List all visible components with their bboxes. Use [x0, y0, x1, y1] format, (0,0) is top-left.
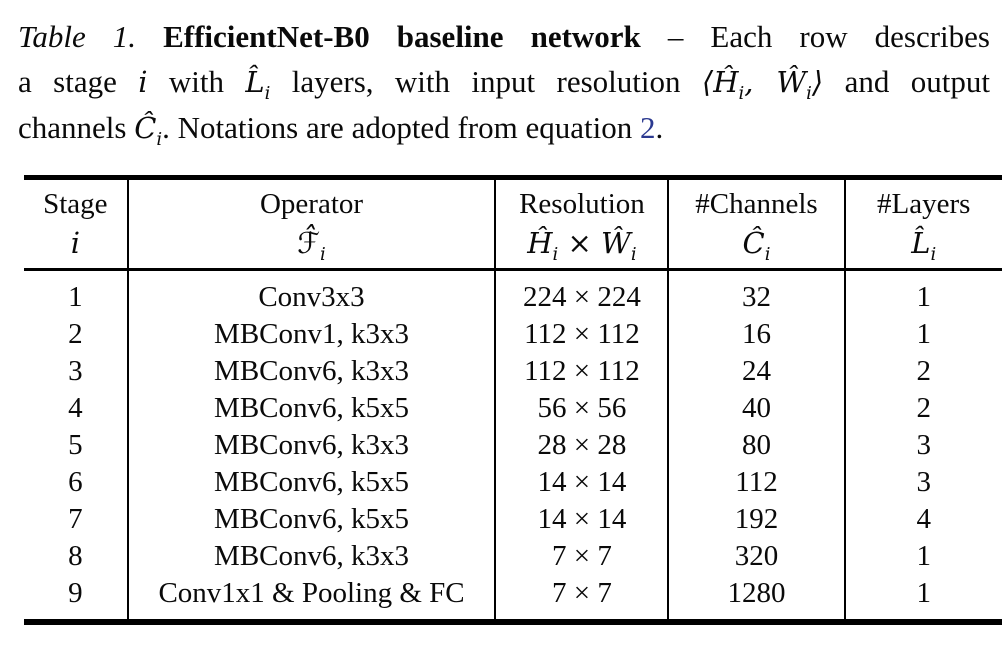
- cell-stage: 4: [68, 392, 83, 424]
- caption-line-1: Table 1. EfficientNet-B0 baseline networ…: [18, 14, 990, 59]
- math-i: i: [138, 65, 148, 99]
- cell-operator: MBConv1, k3x3: [126, 316, 496, 353]
- cell-resolution: 56 × 56: [494, 390, 669, 427]
- cell-stage: 6: [68, 466, 83, 498]
- cell-channels: 32: [667, 269, 845, 316]
- math-L-hat-i: L̂i: [245, 65, 271, 104]
- col-header-stage: Stage i: [24, 177, 128, 271]
- cell-operator: Conv3x3: [126, 269, 496, 316]
- caption-line-3: channels Ĉi. Notations are adopted from …: [18, 110, 664, 150]
- mathcal-F-hat: ℱ̂: [297, 226, 321, 260]
- cell-stage: 7: [68, 503, 83, 535]
- cell-channels: 16: [667, 316, 845, 353]
- cell-resolution: 7 × 7: [494, 538, 669, 575]
- cell-operator: MBConv6, k3x3: [126, 353, 496, 390]
- cell-stage: 3: [68, 355, 83, 387]
- cell-operator: MBConv6, k5x5: [126, 464, 496, 501]
- cell-channels: 192: [667, 501, 845, 538]
- cell-resolution: 14 × 14: [494, 464, 669, 501]
- table-row: 6 MBConv6, k5x5 14 × 14 112 3: [24, 464, 1002, 501]
- table-row: 3 MBConv6, k3x3 112 × 112 24 2: [24, 353, 1002, 390]
- cell-layers: 2: [843, 390, 1002, 427]
- table-row: 7 MBConv6, k5x5 14 × 14 192 4: [24, 501, 1002, 538]
- cell-resolution: 28 × 28: [494, 427, 669, 464]
- caption-line-2: a stage i with L̂i layers, with input re…: [18, 64, 990, 104]
- table-row: 9 Conv1x1 & Pooling & FC 7 × 7 1280 1: [24, 575, 1002, 622]
- cell-channels: 80: [667, 427, 845, 464]
- cell-layers: 3: [843, 427, 1002, 464]
- cell-resolution: 14 × 14: [494, 501, 669, 538]
- cell-stage: 2: [68, 318, 83, 350]
- cell-operator: MBConv6, k3x3: [126, 538, 496, 575]
- table-caption: Table 1. EfficientNet-B0 baseline networ…: [18, 14, 990, 151]
- col-header-operator: Operator ℱ̂i: [126, 177, 496, 271]
- cell-stage: 5: [68, 429, 83, 461]
- table-header: Stage i Operator ℱ̂i Resolution Ĥi × Ŵi …: [24, 177, 1002, 271]
- math-C-hat-i: Ĉi: [134, 111, 163, 150]
- table-row: 5 MBConv6, k3x3 28 × 28 80 3: [24, 427, 1002, 464]
- cell-layers: 1: [843, 575, 1002, 622]
- cell-operator: Conv1x1 & Pooling & FC: [126, 575, 496, 622]
- caption-text: – Each row describes: [640, 19, 990, 54]
- caption-table-label: Table 1.: [18, 19, 137, 54]
- cell-layers: 3: [843, 464, 1002, 501]
- cell-channels: 320: [667, 538, 845, 575]
- cell-channels: 24: [667, 353, 845, 390]
- col-header-channels: #Channels Ĉi: [667, 177, 845, 271]
- cell-stage: 9: [68, 577, 83, 609]
- cell-operator: MBConv6, k5x5: [126, 501, 496, 538]
- cell-stage: 1: [68, 281, 83, 313]
- col-header-resolution: Resolution Ĥi × Ŵi: [494, 177, 669, 271]
- cell-channels: 112: [667, 464, 845, 501]
- table-row: 4 MBConv6, k5x5 56 × 56 40 2: [24, 390, 1002, 427]
- cell-channels: 40: [667, 390, 845, 427]
- table-body: 1 Conv3x3 224 × 224 32 1 2 MBConv1, k3x3 112 × …: [24, 269, 1002, 622]
- caption-title: EfficientNet-B0 baseline network: [163, 19, 641, 54]
- cell-operator: MBConv6, k5x5: [126, 390, 496, 427]
- cell-layers: 1: [843, 316, 1002, 353]
- table-row: 8 MBConv6, k3x3 7 × 7 320 1: [24, 538, 1002, 575]
- cell-stage: 8: [68, 540, 83, 572]
- cell-layers: 1: [843, 538, 1002, 575]
- cell-resolution: 112 × 112: [494, 353, 669, 390]
- equation-2-link[interactable]: 2: [639, 110, 656, 145]
- cell-resolution: 112 × 112: [494, 316, 669, 353]
- cell-layers: 1: [843, 269, 1002, 316]
- cell-resolution: 224 × 224: [494, 269, 669, 316]
- cell-resolution: 7 × 7: [494, 575, 669, 622]
- cell-channels: 1280: [667, 575, 845, 622]
- table-row: 2 MBConv1, k3x3 112 × 112 16 1: [24, 316, 1002, 353]
- math-resolution-tuple: ⟨Ĥi, Ŵi⟩: [701, 65, 824, 104]
- cell-operator: MBConv6, k3x3: [126, 427, 496, 464]
- cell-layers: 2: [843, 353, 1002, 390]
- col-header-layers: #Layers L̂i: [843, 177, 1002, 271]
- cell-layers: 4: [843, 501, 1002, 538]
- table-row: 1 Conv3x3 224 × 224 32 1: [24, 269, 1002, 316]
- efficientnet-b0-table: Stage i Operator ℱ̂i Resolution Ĥi × Ŵi …: [24, 175, 1002, 625]
